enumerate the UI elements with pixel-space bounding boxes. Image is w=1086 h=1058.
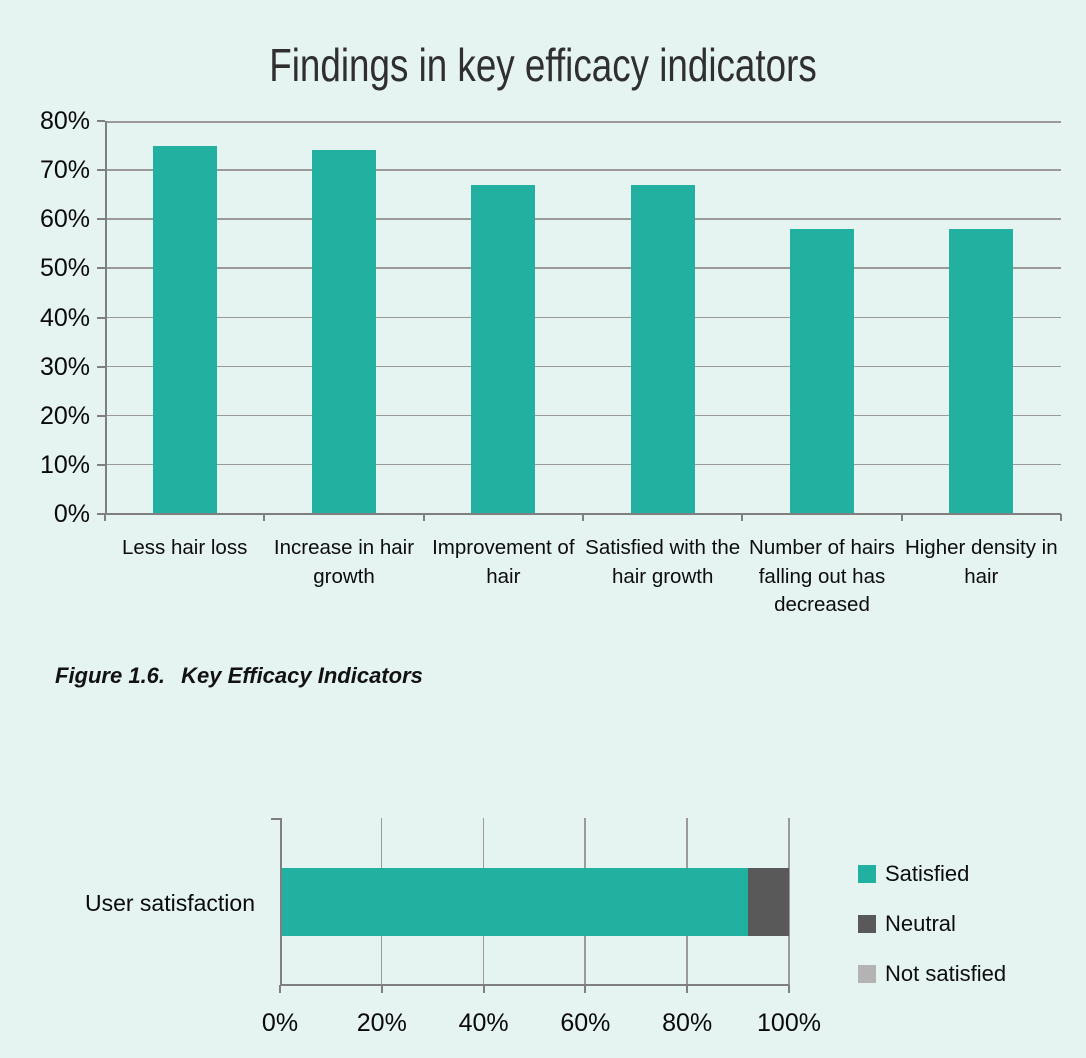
y-tick-label: 50% bbox=[39, 254, 90, 283]
bar-number-of-hairs-falling-out-has-decreased bbox=[790, 229, 854, 514]
figure-caption-number: Figure 1.6. bbox=[55, 663, 166, 688]
y-axis-top-tick bbox=[271, 818, 280, 820]
y-axis-tick bbox=[97, 169, 105, 172]
satisfied-swatch-icon bbox=[858, 865, 876, 883]
bar-higher-density-in-hair bbox=[949, 229, 1014, 514]
y-axis-tick bbox=[97, 267, 105, 270]
gridline bbox=[105, 169, 1061, 171]
y-axis-tick bbox=[97, 120, 105, 122]
y-tick-label: 70% bbox=[39, 156, 90, 185]
bar-improvement-of-hair bbox=[471, 184, 536, 514]
y-tick-label: 10% bbox=[39, 450, 90, 479]
x-tick-label: 40% bbox=[458, 1009, 509, 1037]
x-axis-category-labels: Less hair loss Increase in hair growth Imp… bbox=[105, 534, 1061, 620]
category-label: Less hair loss bbox=[121, 536, 248, 559]
x-tick-label: 80% bbox=[662, 1009, 713, 1037]
gridline bbox=[105, 267, 1061, 269]
legend-item-satisfied: Satisfied bbox=[858, 861, 1006, 887]
y-axis-tick bbox=[97, 414, 105, 417]
gridline bbox=[105, 463, 1061, 466]
y-tick-label: 40% bbox=[39, 303, 90, 332]
y-axis-tick bbox=[97, 365, 105, 368]
x-axis-tick bbox=[788, 985, 790, 993]
category-label: User satisfaction bbox=[84, 890, 255, 916]
y-tick-label: 60% bbox=[39, 205, 90, 234]
x-axis-tick bbox=[1060, 514, 1062, 521]
neutral-swatch-icon bbox=[858, 915, 876, 933]
legend-label: Not satisfied bbox=[885, 961, 1007, 986]
y-axis-line bbox=[105, 121, 107, 514]
bar-satisfied-with-the-hair-growth bbox=[630, 184, 695, 514]
x-axis-tick bbox=[584, 985, 587, 993]
legend: Satisfied Neutral Not satisfied bbox=[858, 861, 1006, 1011]
x-axis-tick bbox=[686, 985, 689, 993]
gridline bbox=[105, 218, 1061, 220]
category-label: Satisfied with the hair growth bbox=[585, 536, 741, 588]
bar-segment-satisfied bbox=[280, 868, 749, 936]
legend-label: Neutral bbox=[885, 911, 956, 936]
x-axis-tick bbox=[279, 985, 281, 993]
x-axis-tick bbox=[741, 514, 744, 521]
not-satisfied-swatch-icon bbox=[858, 965, 876, 983]
x-axis-tick bbox=[263, 514, 266, 521]
category-label: Number of hairs falling out has decrease… bbox=[749, 536, 895, 616]
x-axis-tick bbox=[104, 514, 106, 521]
bar-segment-neutral bbox=[748, 868, 789, 936]
gridline bbox=[105, 316, 1061, 318]
legend-label: Satisfied bbox=[885, 861, 970, 886]
y-axis-tick bbox=[97, 513, 105, 515]
y-axis-tick bbox=[97, 218, 105, 221]
x-axis-tick bbox=[422, 514, 425, 521]
x-axis-line bbox=[280, 984, 789, 986]
y-tick-label: 30% bbox=[39, 352, 90, 381]
figure-caption: Figure 1.6. Key Efficacy Indicators bbox=[55, 663, 423, 689]
gridline bbox=[105, 414, 1061, 417]
legend-item-neutral: Neutral bbox=[858, 911, 1006, 937]
x-tick-label: 0% bbox=[261, 1009, 299, 1037]
chart-title: Findings in key efficacy indicators bbox=[269, 39, 817, 91]
y-axis-tick-labels: 0% 10% 20% 30% 40% 50% 60% 70% 80% bbox=[0, 107, 90, 528]
x-tick-label: 20% bbox=[356, 1009, 407, 1037]
figure-caption-text: Key Efficacy Indicators bbox=[181, 663, 423, 688]
y-tick-label: 0% bbox=[53, 500, 90, 528]
bar-increase-in-hair-growth bbox=[312, 150, 376, 514]
legend-item-not-satisfied: Not satisfied bbox=[858, 961, 1006, 987]
category-label: Increase in hair growth bbox=[273, 536, 415, 588]
plot-area bbox=[97, 120, 1062, 521]
bar-less-hair-loss bbox=[152, 145, 217, 514]
x-tick-label: 60% bbox=[560, 1009, 611, 1037]
x-axis-tick bbox=[380, 985, 383, 993]
y-tick-label: 80% bbox=[39, 107, 90, 135]
category-label: Improvement of hair bbox=[432, 536, 575, 588]
x-tick-label: 100% bbox=[757, 1009, 821, 1037]
gridline bbox=[105, 365, 1061, 368]
gridline bbox=[105, 121, 1061, 123]
x-axis-tick bbox=[582, 514, 584, 521]
x-axis-tick-labels: 0% 20% 40% 60% 80% 100% bbox=[262, 1009, 821, 1039]
y-tick-label: 20% bbox=[39, 401, 90, 430]
plot-area bbox=[271, 818, 790, 993]
y-axis-tick bbox=[97, 463, 105, 466]
y-axis-tick bbox=[97, 316, 105, 319]
y-axis-line bbox=[280, 818, 282, 985]
x-axis-tick bbox=[482, 985, 485, 993]
category-label: Higher density in hair bbox=[904, 536, 1058, 588]
x-axis-tick bbox=[900, 514, 903, 521]
